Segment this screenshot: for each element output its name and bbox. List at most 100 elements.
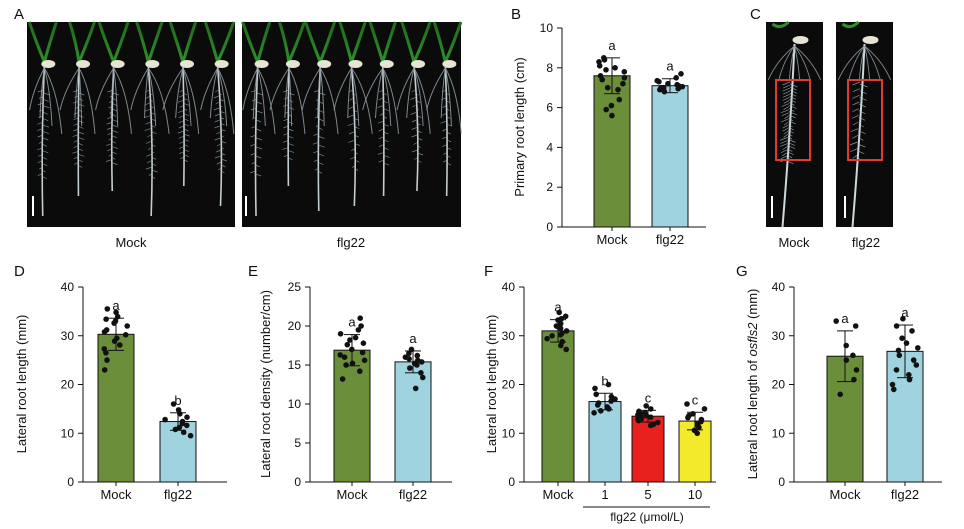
significance-letter: a [348, 315, 356, 330]
y-tick-label: 40 [502, 280, 516, 294]
data-point [558, 342, 564, 349]
data-point [563, 328, 570, 334]
data-point [665, 80, 671, 87]
highlight-box [847, 79, 883, 161]
data-point [643, 403, 649, 409]
data-point [604, 84, 611, 91]
panel-letter-c: C [750, 6, 761, 23]
panel-letter-f: F [484, 263, 493, 280]
data-point [562, 313, 569, 320]
data-point [418, 359, 425, 365]
data-point [555, 324, 562, 330]
data-point [833, 318, 839, 324]
y-tick-label: 4 [546, 140, 553, 154]
data-point [170, 401, 177, 407]
x-tick-label: Mock [596, 232, 628, 247]
y-tick-label: 20 [61, 378, 75, 392]
y-tick-label: 8 [546, 61, 553, 75]
data-point [853, 367, 860, 373]
y-axis-title: Lateral root length (mm) [14, 315, 29, 454]
data-point [850, 352, 856, 359]
significance-letter: a [608, 38, 616, 53]
data-point [337, 331, 344, 337]
x-tick-label: Mock [336, 487, 368, 502]
data-point [891, 386, 897, 393]
data-point [843, 342, 849, 349]
data-point [349, 360, 356, 367]
data-point [111, 338, 118, 344]
x-tick-label: 1 [601, 487, 608, 502]
y-tick-label: 10 [772, 426, 786, 440]
data-point [122, 332, 129, 338]
y-tick-label: 10 [502, 426, 516, 440]
data-point [648, 406, 654, 412]
y-tick-label: 30 [61, 329, 75, 343]
data-point [906, 376, 913, 383]
photo-label-mock-c: Mock [778, 235, 810, 250]
significance-letter: b [601, 373, 608, 388]
y-axis-title: Lateral root density (number/cm) [258, 290, 273, 478]
photo-label-flg22: flg22 [337, 235, 365, 250]
data-point [357, 368, 363, 375]
chart-lateral-root-length-dose: 0 10 20 30 40 Lateral root length (mm) a Mock b 1… [484, 280, 716, 502]
y-axis-title: Primary root length (cm) [512, 57, 527, 196]
data-point [684, 401, 690, 407]
data-point [162, 416, 168, 423]
data-point [361, 357, 368, 364]
significance-letter: c [645, 390, 652, 405]
data-point [889, 381, 896, 388]
data-point [615, 86, 621, 93]
data-point [407, 365, 413, 371]
data-point [605, 381, 612, 388]
y-tick-label: 0 [67, 475, 74, 489]
data-point [679, 83, 686, 90]
data-point [347, 337, 353, 343]
data-point [694, 430, 700, 437]
x-tick-label: 5 [644, 487, 651, 502]
photo-flg22-seedlings [241, 21, 463, 227]
data-point [412, 385, 419, 392]
photo-mock-root-closeup [766, 20, 823, 228]
y-tick-label: 0 [294, 475, 301, 489]
data-point [563, 346, 569, 353]
panel-letter-d: D [14, 263, 25, 280]
data-point [642, 410, 648, 416]
y-tick-label: 30 [772, 329, 786, 343]
data-point [635, 416, 641, 422]
data-point [906, 372, 912, 378]
data-point [557, 332, 564, 338]
data-point [599, 76, 605, 83]
data-point [101, 329, 108, 335]
photo-label-mock: Mock [115, 235, 147, 250]
data-point [113, 309, 119, 316]
bar-mock [333, 349, 371, 483]
y-tick-label: 6 [546, 101, 553, 115]
data-point [112, 318, 119, 324]
panel-letter-a: A [14, 6, 24, 23]
significance-letter: a [409, 331, 417, 346]
data-point [355, 327, 362, 333]
y-tick-label: 2 [546, 180, 553, 194]
data-point [903, 340, 910, 346]
xgroup-label: flg22 (μmol/L) [610, 510, 684, 524]
data-point [360, 340, 367, 347]
y-tick-label: 40 [772, 280, 786, 294]
data-point [647, 422, 654, 429]
data-point [414, 362, 420, 368]
data-point [179, 420, 186, 427]
data-point [913, 362, 920, 368]
y-tick-label: 10 [61, 426, 75, 440]
data-point [893, 367, 900, 373]
data-point [124, 323, 130, 329]
data-point [601, 57, 608, 63]
data-point [915, 345, 921, 351]
chart-lateral-root-length: 0 10 20 30 40 Lateral root length (mm) a Mock b f… [14, 280, 227, 502]
data-point [357, 315, 364, 322]
data-point [594, 402, 601, 408]
data-point [608, 398, 614, 404]
data-point [608, 102, 615, 109]
data-point [344, 341, 351, 348]
y-tick-label: 0 [546, 220, 553, 234]
y-axis-title: Lateral root length of osfls2 (mm) [745, 289, 760, 480]
data-point [616, 96, 623, 103]
